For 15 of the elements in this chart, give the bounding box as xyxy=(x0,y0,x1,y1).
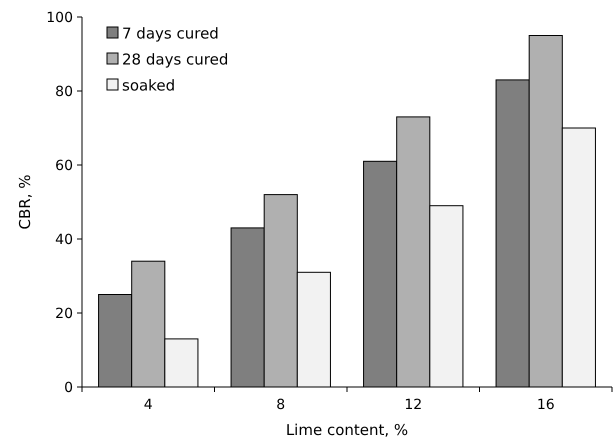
legend-label: 7 days cured xyxy=(122,24,219,42)
y-tick-label: 60 xyxy=(55,158,73,174)
y-axis-title: CBR, % xyxy=(16,174,34,230)
y-tick-label: 80 xyxy=(55,84,73,100)
y-tick-label: 100 xyxy=(46,10,73,26)
x-tick-label: 4 xyxy=(144,397,153,413)
x-tick-label: 12 xyxy=(404,397,422,413)
y-tick-label: 40 xyxy=(55,232,73,248)
legend-label: 28 days cured xyxy=(122,50,228,68)
x-axis-title: Lime content, % xyxy=(286,421,408,439)
y-tick-label: 0 xyxy=(64,380,73,396)
legend-label: soaked xyxy=(122,76,176,94)
x-tick-label: 16 xyxy=(536,397,555,413)
x-tick-label: 8 xyxy=(276,397,286,413)
y-tick-label: 20 xyxy=(55,306,73,322)
